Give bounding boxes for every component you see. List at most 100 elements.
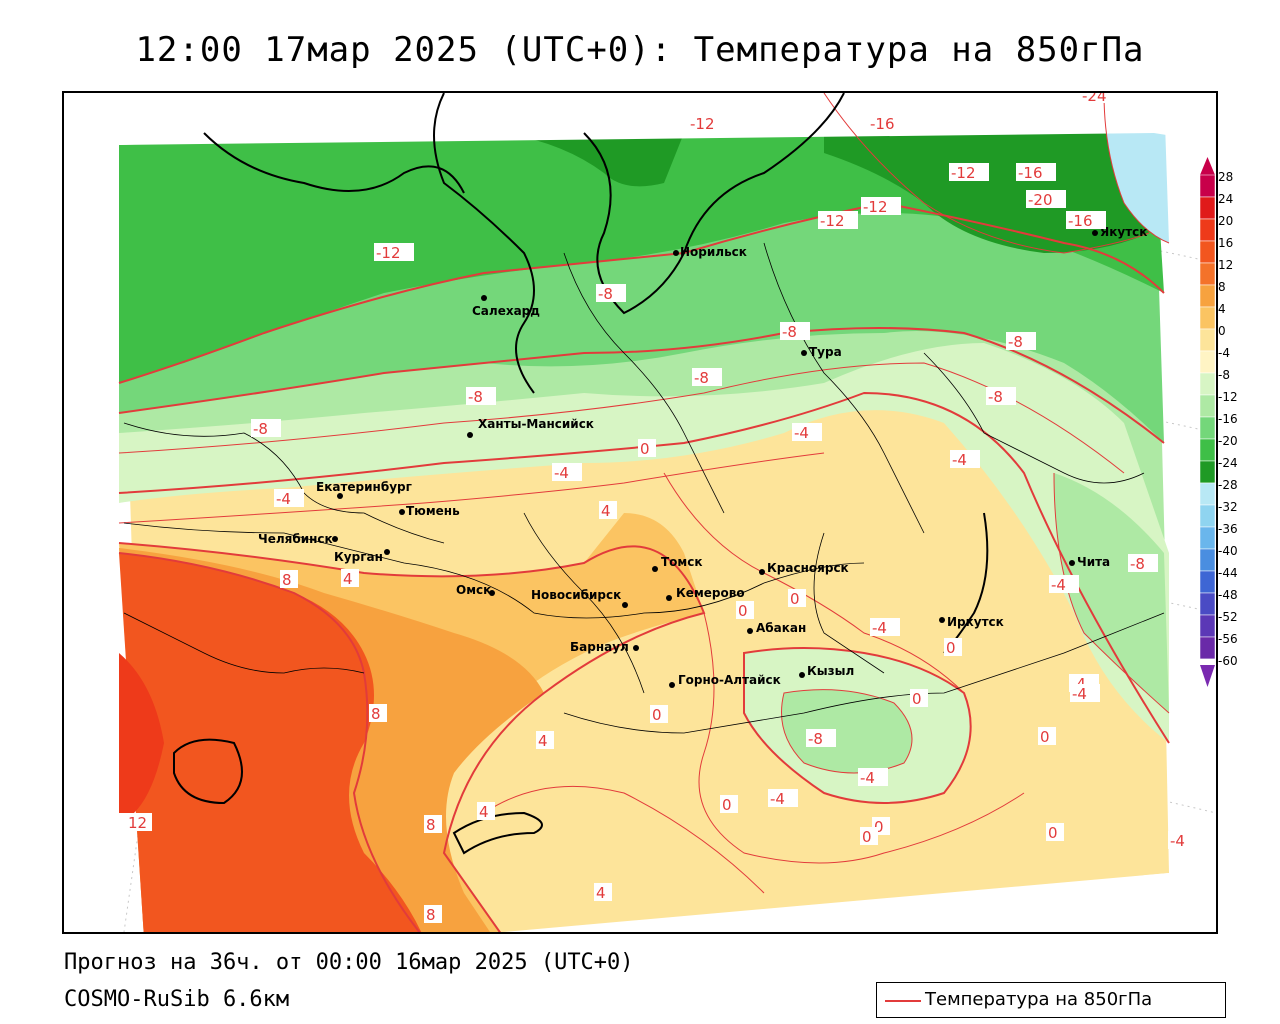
page-title: 12:00 17мар 2025 (UTC+0): Температура на… [135, 30, 1145, 70]
svg-text:Новосибирск: Новосибирск [531, 588, 621, 602]
isotherm-label: 8 [424, 815, 442, 834]
isotherm-label: -16 [868, 114, 908, 133]
colorbar-swatch [1199, 416, 1216, 440]
colorbar-tick-label: 8 [1218, 280, 1226, 294]
colorbar-swatch [1199, 196, 1216, 220]
isotherm-label: 4 [599, 501, 617, 520]
svg-text:-8: -8 [253, 420, 268, 438]
colorbar-swatch [1199, 372, 1216, 396]
colorbar-tick-label: -32 [1218, 500, 1238, 514]
svg-text:Тура: Тура [809, 345, 842, 359]
svg-text:Тюмень: Тюмень [406, 504, 460, 518]
colorbar-swatch [1199, 570, 1216, 594]
colorbar-swatch [1199, 460, 1216, 484]
svg-text:-4: -4 [1170, 832, 1185, 850]
svg-text:-4: -4 [872, 619, 887, 637]
colorbar-tick-label: 20 [1218, 214, 1233, 228]
isotherm-label: -8 [1006, 332, 1036, 351]
city-kyzyl: Кызыл [799, 664, 854, 678]
svg-text:-8: -8 [988, 388, 1003, 406]
svg-text:8: 8 [426, 816, 436, 834]
isotherm-label: -4 [274, 489, 304, 508]
svg-text:0: 0 [946, 639, 956, 657]
isotherm-label: -12 [949, 163, 989, 182]
isotherm-label: 0 [860, 827, 878, 846]
city-kurgan: Курган [334, 549, 390, 564]
city-yakutsk: Якутск [1092, 225, 1147, 239]
isotherm-label: -12 [688, 114, 728, 133]
svg-text:0: 0 [738, 602, 748, 620]
colorbar-swatch [1199, 526, 1216, 550]
colorbar-swatch [1199, 592, 1216, 616]
city-abakan: Абакан [747, 621, 806, 635]
colorbar-swatches [1199, 174, 1216, 682]
colorbar-top-arrow [1200, 157, 1215, 175]
forecast-info: Прогноз на 36ч. от 00:00 16мар 2025 (UTC… [64, 950, 634, 975]
colorbar-tick-label: -12 [1218, 390, 1238, 404]
svg-text:Кемерово: Кемерово [676, 586, 745, 600]
colorbar-swatch [1199, 636, 1216, 660]
svg-text:-12: -12 [376, 244, 401, 262]
temperature-map: Салехард Норильск Тура Якутск Ханты-Манс… [62, 91, 1218, 934]
colorbar-tick-label: -56 [1218, 632, 1238, 646]
city-gorno-altaysk: Горно-Алтайск [669, 673, 781, 688]
colorbar-tick-label: 0 [1218, 324, 1226, 338]
svg-text:-4: -4 [860, 769, 875, 787]
isotherm-label: 0 [650, 705, 668, 724]
svg-text:-16: -16 [1068, 212, 1093, 230]
svg-text:4: 4 [601, 502, 611, 520]
isotherm-label: -24 [1080, 93, 1116, 105]
svg-text:Иркутск: Иркутск [947, 615, 1004, 629]
model-name: COSMO-RuSib 6.6км [64, 987, 290, 1012]
svg-text:-16: -16 [1018, 164, 1043, 182]
svg-text:-4: -4 [1051, 576, 1066, 594]
colorbar-swatch [1199, 438, 1216, 462]
colorbar-bottom-arrow [1200, 665, 1215, 687]
colorbar-tick-label: 12 [1218, 258, 1233, 272]
city-tura: Тура [801, 345, 842, 359]
isotherm-label: 0 [720, 795, 738, 814]
city-omsk: Омск [456, 583, 495, 597]
svg-text:Норильск: Норильск [680, 245, 747, 259]
isotherm-label: 0 [788, 589, 806, 608]
isotherm-label: -8 [780, 322, 810, 341]
svg-text:-8: -8 [694, 369, 709, 387]
svg-text:0: 0 [722, 796, 732, 814]
svg-text:-16: -16 [870, 115, 895, 133]
svg-text:4: 4 [596, 884, 606, 902]
colorbar-swatch [1199, 218, 1216, 242]
colorbar-tick-label: 4 [1218, 302, 1226, 316]
colorbar-swatch [1199, 306, 1216, 330]
colorbar-swatch [1199, 262, 1216, 286]
legend-label: Температура на 850гПа [925, 989, 1153, 1010]
isotherm-label: -4 [768, 789, 798, 808]
city-irkutsk: Иркутск [939, 615, 1004, 629]
isotherm-label: -4 [950, 450, 980, 469]
isotherm-label: 4 [594, 883, 612, 902]
svg-text:-12: -12 [820, 212, 845, 230]
colorbar-swatch [1199, 240, 1216, 264]
isotherm-label: -4 [858, 768, 888, 787]
isotherm-label: -4 [1070, 684, 1100, 703]
isotherm-label: -12 [861, 197, 901, 216]
svg-text:4: 4 [538, 732, 548, 750]
colorbar-tick-label: -16 [1218, 412, 1238, 426]
svg-text:-12: -12 [690, 115, 715, 133]
svg-text:Абакан: Абакан [756, 621, 806, 635]
isotherm-label: -4 [870, 618, 900, 637]
colorbar-tick-label: -24 [1218, 456, 1238, 470]
colorbar-tick-label: -48 [1218, 588, 1238, 602]
isotherm-label: -12 [374, 243, 414, 262]
isotherm-label: -8 [806, 729, 836, 748]
city-khanty-mansiysk: Ханты-Мансийск [467, 417, 594, 438]
isotherm-label: -8 [1128, 554, 1158, 573]
svg-text:0: 0 [652, 706, 662, 724]
isotherm-label: 8 [424, 905, 442, 924]
isotherm-labels: -24 -12 -16 -12 -16 -20 -16 -12 -12 -12 … [126, 93, 1198, 924]
svg-text:Красноярск: Красноярск [767, 561, 849, 575]
svg-text:Ханты-Мансийск: Ханты-Мансийск [478, 417, 594, 431]
city-salekhard: Салехард [472, 295, 540, 318]
city-krasnoyarsk: Красноярск [759, 561, 849, 575]
colorbar-swatch [1199, 394, 1216, 418]
svg-text:Кызыл: Кызыл [807, 664, 854, 678]
